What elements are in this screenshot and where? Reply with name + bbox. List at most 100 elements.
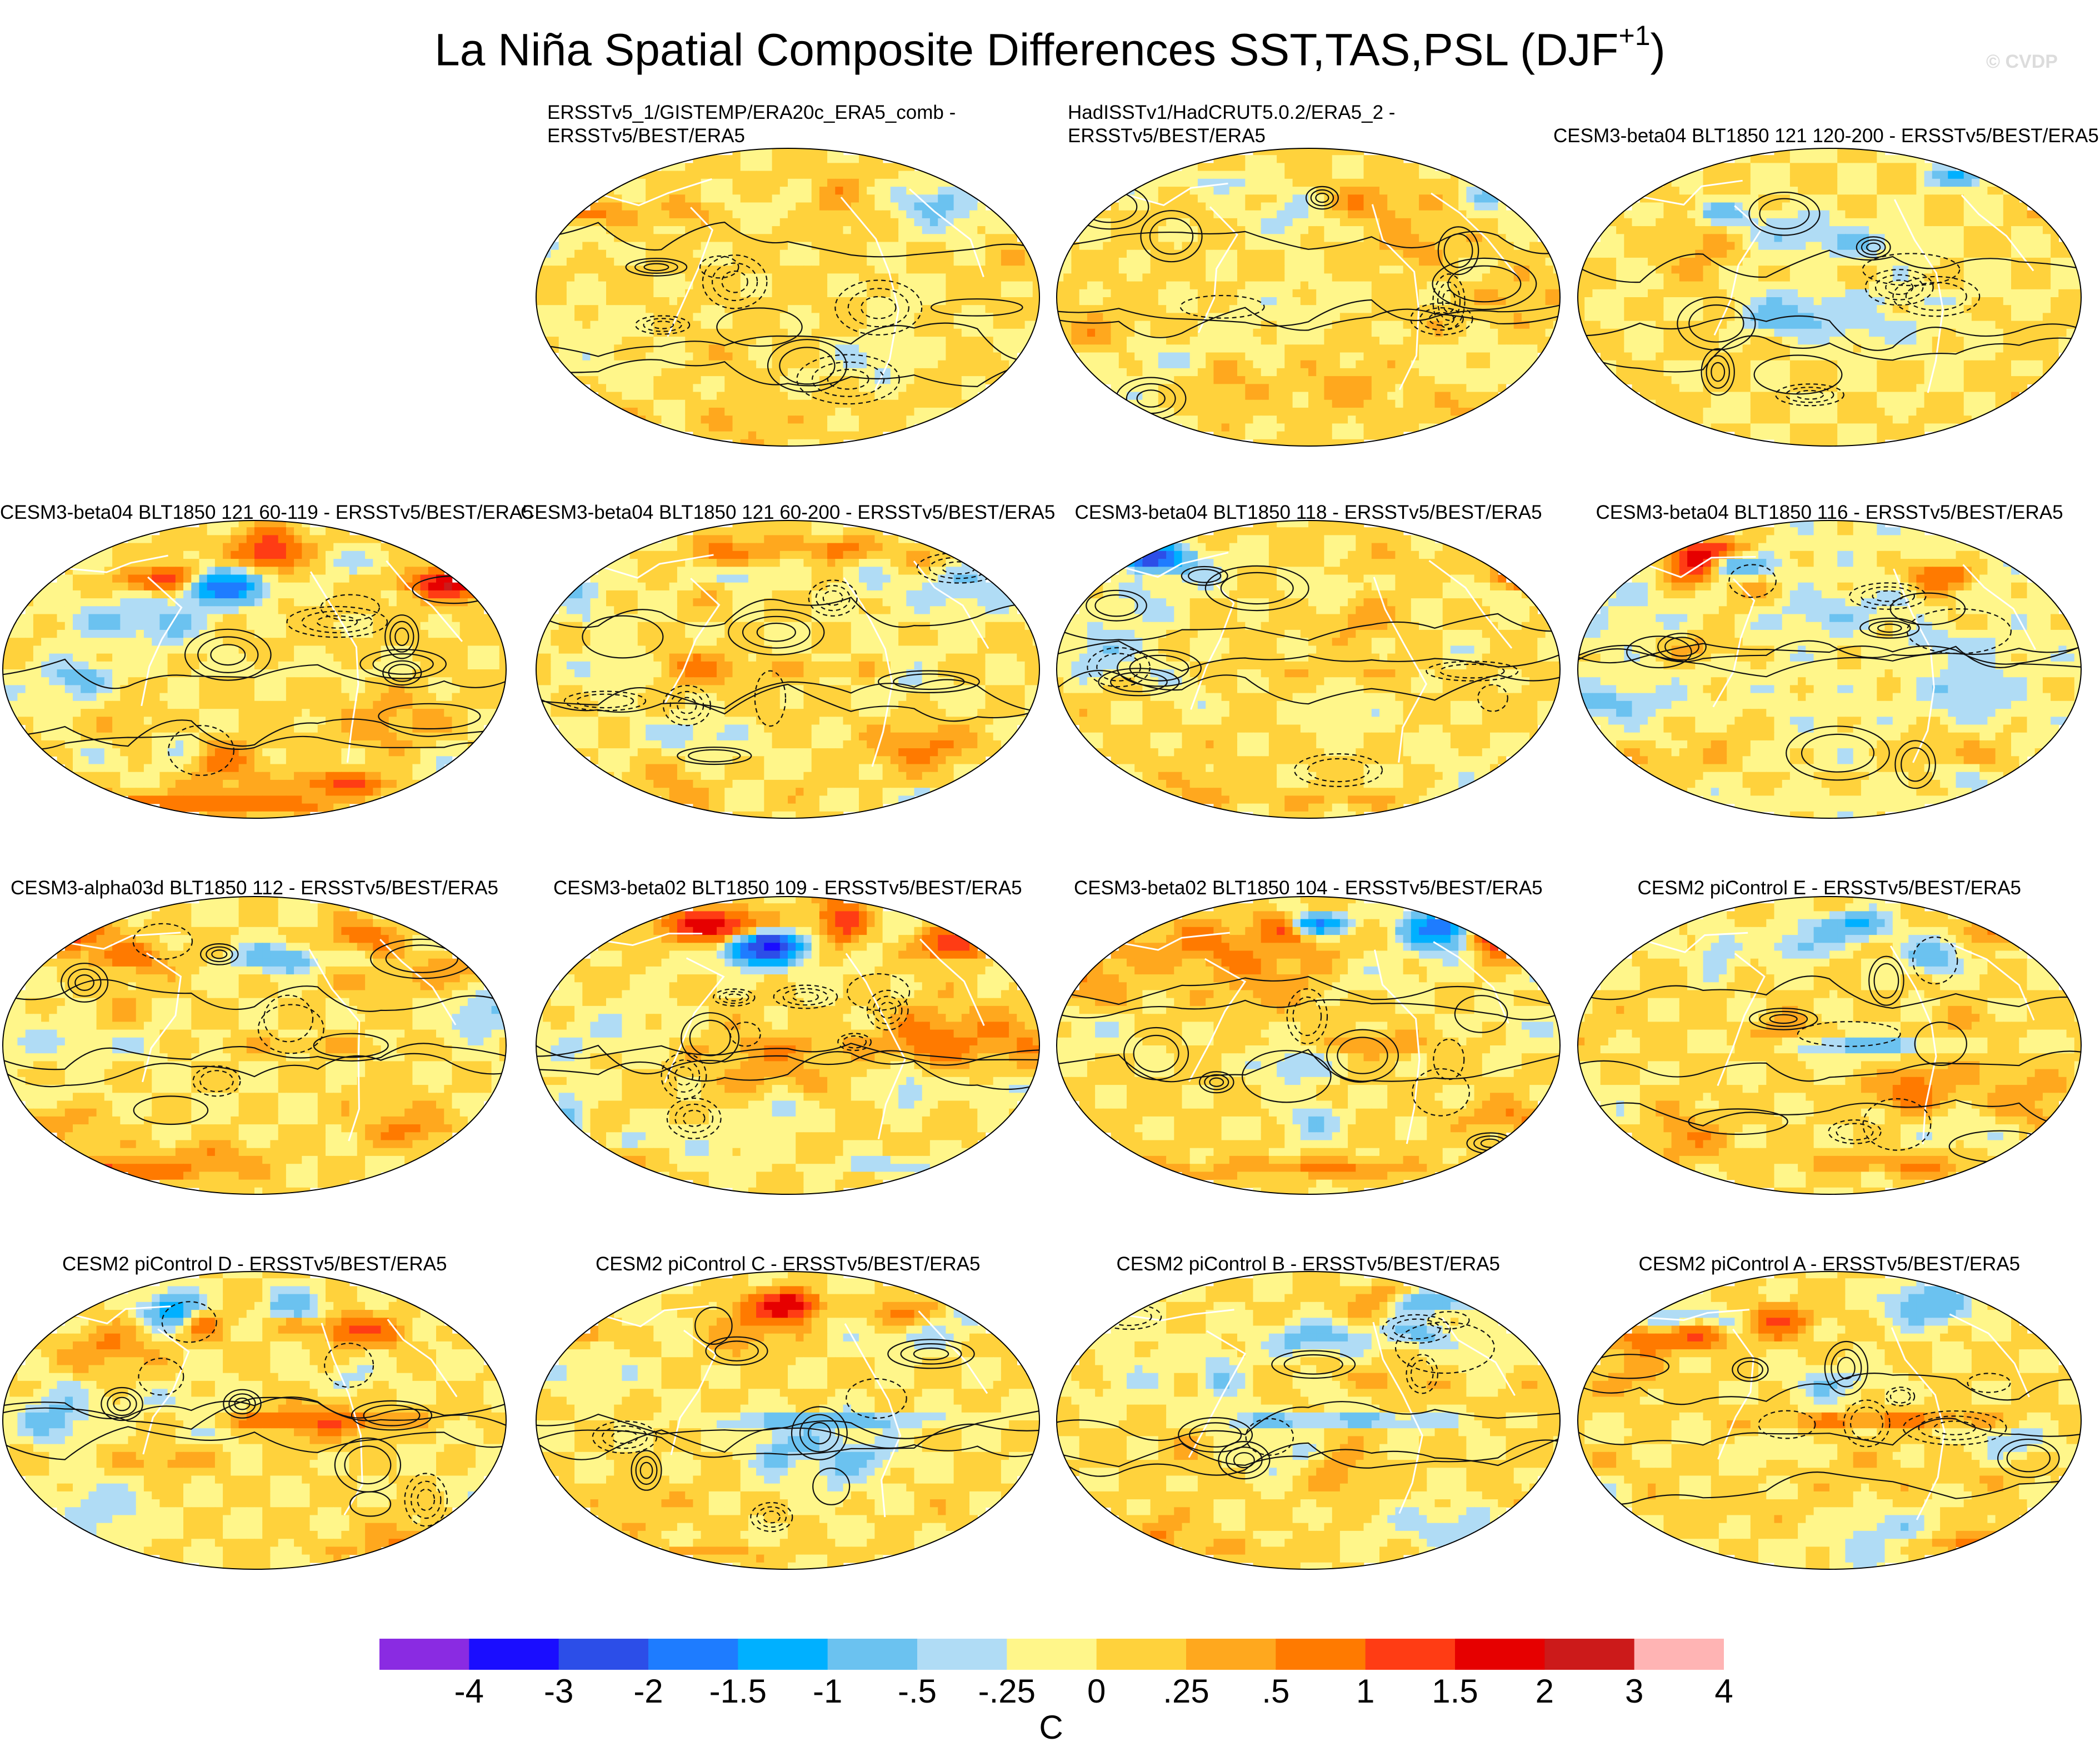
map-cell	[1032, 305, 1039, 314]
map-cell	[906, 171, 915, 179]
map-cell	[788, 171, 796, 179]
map-cell	[788, 194, 796, 203]
map-cell	[1079, 313, 1088, 322]
map-cell	[977, 313, 986, 322]
panel-title-1: HadISSTv1/HadCRUT5.0.2/ERA5_2 - ERSSTv5/B…	[1068, 101, 1395, 148]
map-cell	[693, 399, 702, 408]
map-cell	[1079, 297, 1088, 306]
map-cell	[708, 407, 717, 416]
map-cell	[1584, 257, 1593, 266]
map-cell	[622, 249, 631, 258]
map-cell	[851, 289, 859, 298]
map-cell	[969, 305, 978, 314]
map-cell	[1482, 194, 1491, 203]
map-cell	[1419, 392, 1428, 401]
map-cell	[724, 321, 733, 329]
map-cell	[867, 384, 876, 393]
map-cell	[756, 273, 765, 282]
map-cell	[1189, 187, 1198, 196]
map-cell	[961, 337, 970, 346]
map-cell	[1253, 249, 1262, 258]
map-cell	[1197, 297, 1206, 306]
map-cell	[1316, 328, 1325, 337]
map-cell	[1750, 163, 1759, 172]
map-cell	[629, 337, 638, 346]
map-cell	[1901, 266, 1909, 274]
map-cell	[1853, 194, 1862, 203]
map-cell	[1339, 163, 1348, 172]
map-cell	[1150, 344, 1159, 353]
map-cell	[764, 210, 773, 219]
map-cell	[1253, 305, 1262, 314]
map-cell	[590, 266, 599, 274]
map-cell	[1545, 289, 1554, 298]
map-cell	[661, 194, 670, 203]
map-cell	[914, 234, 923, 243]
map-cell	[1253, 328, 1262, 337]
map-cell	[708, 187, 717, 196]
map-cell	[859, 194, 867, 203]
map-cell	[1284, 376, 1293, 385]
map-cell	[1521, 328, 1530, 337]
map-cell	[622, 352, 631, 361]
map-cell	[914, 242, 923, 251]
map-cell	[1639, 202, 1648, 211]
map-cell	[1837, 187, 1846, 196]
map-cell	[1584, 281, 1593, 290]
map-cell	[732, 234, 741, 243]
map-cell	[835, 368, 844, 377]
map-cell	[693, 281, 702, 290]
map-cell	[1963, 273, 1972, 282]
map-cell	[1498, 352, 1507, 361]
map-cell	[772, 178, 781, 187]
map-cell	[1513, 234, 1522, 243]
map-cell	[835, 242, 844, 251]
map-cell	[1632, 202, 1641, 211]
map-cell	[1324, 439, 1333, 446]
map-cell	[1339, 281, 1348, 290]
map-cell	[922, 242, 931, 251]
map-cell	[1837, 210, 1846, 219]
map-cell	[1118, 328, 1127, 337]
map-cell	[859, 344, 867, 353]
map-cell	[1490, 376, 1498, 385]
map-cell	[1268, 266, 1277, 274]
map-cell	[1079, 234, 1088, 243]
map-cell	[1466, 392, 1475, 401]
map-cell	[1363, 289, 1372, 298]
map-cell	[1924, 171, 1933, 179]
map-cell	[1095, 344, 1104, 353]
map-cell	[1537, 257, 1546, 266]
map-cell	[1521, 352, 1530, 361]
map-cell	[1213, 249, 1222, 258]
map-cell	[1411, 226, 1419, 235]
map-cell	[985, 273, 994, 282]
map-cell	[1971, 234, 1980, 243]
map-cell	[1300, 202, 1309, 211]
map-cell	[803, 392, 812, 401]
map-cell	[637, 218, 646, 227]
map-cell	[851, 266, 859, 274]
coastline-1	[667, 207, 714, 337]
map-cell	[779, 202, 788, 211]
map-cell	[1166, 352, 1175, 361]
map-cell	[606, 328, 614, 337]
map-cell	[1727, 202, 1736, 211]
map-cell	[1845, 202, 1854, 211]
map-cell	[1600, 305, 1609, 314]
map-cell	[1411, 407, 1419, 416]
map-cell	[566, 266, 575, 274]
map-cell	[1103, 344, 1112, 353]
map-cell	[748, 178, 757, 187]
map-cell	[1189, 194, 1198, 203]
map-cell	[1727, 171, 1736, 179]
map-cell	[2003, 281, 2012, 290]
map-cell	[732, 273, 741, 282]
map-cell	[819, 392, 828, 401]
map-cell	[946, 226, 954, 235]
map-cell	[1189, 384, 1198, 393]
map-cell	[1956, 249, 1964, 258]
map-cell	[1419, 226, 1428, 235]
panel-title-line: ERSSTv5/BEST/ERA5	[1068, 124, 1395, 148]
map-cell	[1411, 399, 1419, 408]
